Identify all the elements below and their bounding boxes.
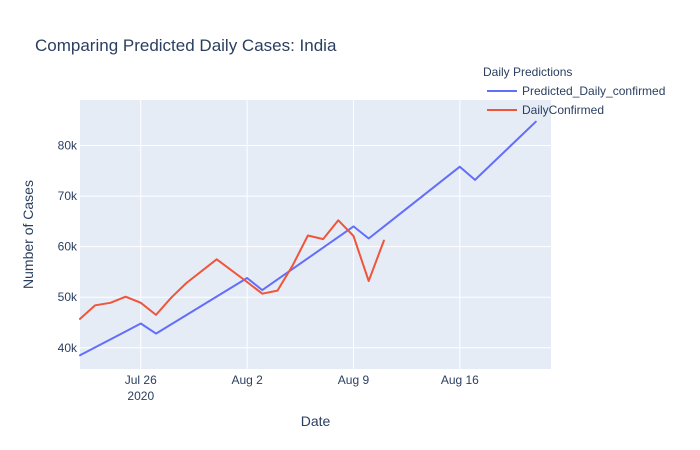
y-tick-label: 60k xyxy=(58,240,78,254)
x-tick-label: Aug 2 xyxy=(231,373,263,387)
y-axis-ticks: 40k 50k 60k 70k 80k xyxy=(58,139,78,355)
legend-item[interactable]: DailyConfirmed xyxy=(487,103,604,117)
y-tick-label: 80k xyxy=(58,139,78,153)
legend-items[interactable]: Predicted_Daily_confirmed DailyConfirmed xyxy=(487,84,665,117)
gridlines xyxy=(80,100,551,369)
legend-title: Daily Predictions xyxy=(483,65,572,79)
legend[interactable]: Daily Predictions Predicted_Daily_confir… xyxy=(483,65,665,117)
x-axis-ticks: Jul 26 2020 Aug 2 Aug 9 Aug 16 xyxy=(125,373,479,403)
x-axis-title: Date xyxy=(301,413,331,429)
y-tick-label: 70k xyxy=(58,189,78,203)
legend-label: Predicted_Daily_confirmed xyxy=(522,84,665,98)
y-axis-title: Number of Cases xyxy=(20,180,36,289)
legend-item[interactable]: Predicted_Daily_confirmed xyxy=(487,84,665,98)
x-tick-label: Aug 16 xyxy=(441,373,479,387)
x-tick-label: Jul 26 xyxy=(125,373,157,387)
series-line-predicted-daily-confirmed[interactable] xyxy=(79,120,537,357)
series-lines xyxy=(79,120,537,357)
x-tick-sublabel: 2020 xyxy=(127,389,154,403)
y-tick-label: 50k xyxy=(58,290,78,304)
plot-area xyxy=(80,100,551,369)
x-tick-label: Aug 9 xyxy=(338,373,370,387)
chart-title: Comparing Predicted Daily Cases: India xyxy=(35,36,337,55)
y-tick-label: 40k xyxy=(58,341,78,355)
series-line-dailyconfirmed[interactable] xyxy=(79,219,385,320)
legend-label: DailyConfirmed xyxy=(522,103,604,117)
